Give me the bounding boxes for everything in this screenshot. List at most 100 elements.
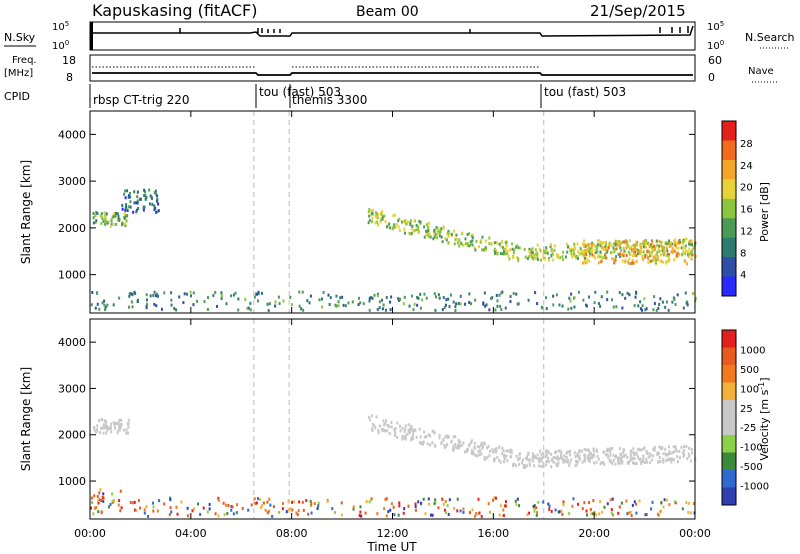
echo-pixel	[576, 452, 579, 456]
echo-pixel	[670, 460, 673, 464]
echo-pixel	[608, 241, 611, 245]
echo-pixel	[592, 254, 595, 258]
echo-pixel	[396, 421, 399, 425]
echo-pixel	[501, 252, 504, 256]
echo-pixel	[101, 214, 104, 218]
echo-pixel	[496, 304, 499, 308]
echo-pixel	[634, 295, 637, 299]
echo-pixel	[448, 304, 451, 308]
echo-pixel	[117, 215, 120, 219]
echo-pixel	[310, 511, 313, 515]
nsky-label: N.Sky	[4, 31, 36, 44]
echo-pixel	[192, 291, 195, 295]
echo-pixel	[545, 454, 548, 458]
echo-pixel	[112, 303, 115, 307]
echo-pixel	[103, 496, 106, 500]
echo-pixel	[370, 497, 373, 501]
echo-pixel	[548, 507, 551, 511]
echo-pixel	[646, 451, 649, 455]
echo-pixel	[578, 449, 581, 453]
echo-pixel	[118, 427, 121, 431]
echo-pixel	[594, 251, 597, 255]
echo-pixel	[478, 245, 481, 249]
echo-pixel	[683, 449, 686, 453]
echo-pixel	[106, 425, 109, 429]
echo-pixel	[673, 500, 676, 504]
echo-pixel	[564, 459, 567, 463]
echo-pixel	[403, 295, 406, 299]
echo-pixel	[626, 291, 629, 295]
echo-pixel	[501, 290, 504, 294]
echo-pixel	[690, 250, 693, 254]
echo-pixel	[635, 461, 638, 465]
echo-pixel	[631, 503, 634, 507]
cpid-segment: tou (fast) 503	[544, 85, 626, 99]
echo-pixel	[113, 421, 116, 425]
echo-pixel	[577, 502, 580, 506]
echo-pixel	[136, 201, 139, 205]
echo-pixel	[359, 505, 362, 509]
echo-pixel	[631, 461, 634, 465]
echo-pixel	[690, 257, 693, 261]
echo-pixel	[489, 296, 492, 300]
echo-pixel	[93, 494, 96, 498]
echo-pixel	[544, 251, 547, 255]
echo-pixel	[685, 249, 688, 253]
echo-pixel	[401, 434, 404, 438]
echo-pixel	[132, 501, 135, 505]
echo-pixel	[403, 231, 406, 235]
echo-pixel	[569, 299, 572, 303]
echo-pixel	[358, 296, 361, 300]
echo-pixel	[371, 296, 374, 300]
echo-pixel	[599, 240, 602, 244]
echo-pixel	[656, 250, 659, 254]
echo-pixel	[688, 239, 691, 243]
echo-pixel	[133, 508, 136, 512]
echo-pixel	[620, 249, 623, 253]
echo-pixel	[666, 498, 669, 502]
echo-pixel	[150, 197, 153, 201]
echo-pixel	[470, 451, 473, 455]
echo-pixel	[638, 252, 641, 256]
echo-pixel	[466, 241, 469, 245]
echo-pixel	[137, 499, 140, 503]
echo-pixel	[676, 293, 679, 297]
echo-pixel	[684, 291, 687, 295]
echo-pixel	[585, 509, 588, 513]
echo-pixel	[444, 303, 447, 307]
echo-pixel	[422, 497, 425, 501]
echo-pixel	[591, 253, 594, 257]
echo-pixel	[400, 220, 403, 224]
colorbar-tick-label: -100	[740, 443, 763, 454]
echo-pixel	[468, 300, 471, 304]
echo-pixel	[604, 245, 607, 249]
echo-pixel	[407, 430, 410, 434]
echo-pixel	[683, 250, 686, 254]
echo-pixel	[123, 212, 126, 216]
echo-pixel	[534, 256, 537, 260]
echo-pixel	[560, 509, 563, 513]
y-tick-label: 2000	[58, 429, 86, 442]
echo-pixel	[618, 505, 621, 509]
echo-pixel	[645, 460, 648, 464]
echo-pixel	[570, 306, 573, 310]
echo-pixel	[468, 244, 471, 248]
echo-pixel	[371, 216, 374, 220]
echo-pixel	[469, 240, 472, 244]
echo-pixel	[375, 415, 378, 419]
echo-pixel	[416, 295, 419, 299]
echo-pixel	[301, 500, 304, 504]
echo-pixel	[509, 295, 512, 299]
echo-pixel	[561, 512, 564, 516]
echo-pixel	[393, 433, 396, 437]
echo-pixel	[633, 462, 636, 466]
echo-pixel	[554, 451, 557, 455]
nsky-tick-top: 105	[52, 20, 69, 33]
echo-pixel	[453, 506, 456, 510]
echo-pixel	[623, 454, 626, 458]
echo-pixel	[617, 461, 620, 465]
x-tick-label: 16:00	[477, 527, 509, 540]
echo-pixel	[101, 496, 104, 500]
echo-pixel	[582, 298, 585, 302]
echo-pixel	[260, 291, 263, 295]
